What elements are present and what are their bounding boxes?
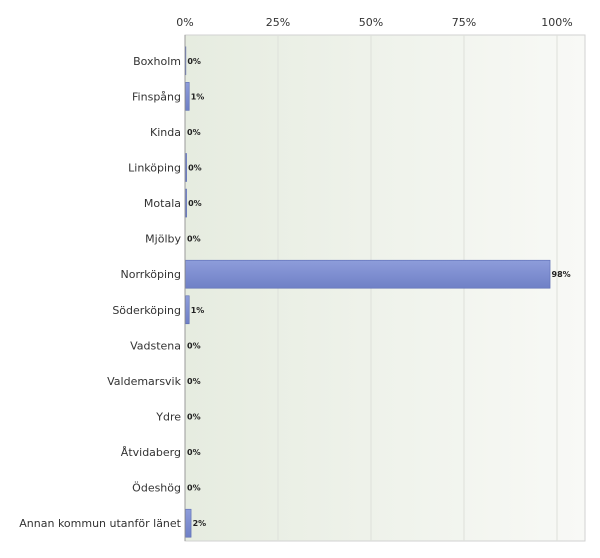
x-tick-label: 75%: [452, 16, 476, 29]
category-label: Annan kommun utanför länet: [19, 517, 181, 530]
category-label: Kinda: [150, 126, 181, 139]
bar: [185, 295, 190, 325]
x-tick-label: 25%: [266, 16, 290, 29]
data-label: 2%: [193, 519, 207, 528]
bar: [185, 82, 190, 111]
category-label: Norrköping: [120, 268, 181, 281]
data-label: 0%: [188, 199, 202, 208]
data-label: 0%: [187, 377, 201, 386]
data-labels: 0% 1% 0% 0% 0% 0% 98% 1% 0% 0% 0% 0% 0% 2%: [187, 57, 571, 528]
x-tick-label: 0%: [176, 16, 193, 29]
category-label: Motala: [144, 197, 181, 210]
bar: [185, 153, 187, 182]
data-label: 0%: [187, 448, 201, 457]
category-label: Linköping: [128, 162, 181, 175]
category-label: Ödeshög: [132, 482, 181, 495]
category-labels: Boxholm Finspång Kinda Linköping Motala Mjölb…: [19, 55, 181, 530]
category-label: Söderköping: [112, 304, 181, 317]
category-label: Valdemarsvik: [107, 375, 181, 388]
data-label: 98%: [552, 270, 571, 279]
category-label: Finspång: [132, 90, 181, 103]
data-label: 0%: [187, 484, 201, 493]
category-label: Åtvidaberg: [121, 446, 181, 459]
x-tick-label: 50%: [359, 16, 383, 29]
data-label: 0%: [187, 235, 201, 244]
data-label: 0%: [187, 341, 201, 350]
category-label: Ydre: [155, 411, 181, 424]
data-label: 1%: [191, 306, 205, 315]
bar: [185, 259, 551, 289]
bar: [185, 508, 192, 538]
data-label: 0%: [187, 57, 201, 66]
bar: [185, 188, 187, 218]
data-label: 0%: [187, 128, 201, 137]
data-label: 1%: [191, 92, 205, 101]
category-label: Vadstena: [130, 339, 181, 352]
x-axis-ticks: 0% 25% 50% 75% 100%: [176, 16, 572, 29]
x-tick-label: 100%: [541, 16, 572, 29]
category-label: Mjölby: [145, 233, 181, 246]
data-label: 0%: [188, 164, 202, 173]
data-label: 0%: [187, 413, 201, 422]
category-label: Boxholm: [133, 55, 181, 68]
bars: [185, 46, 551, 538]
